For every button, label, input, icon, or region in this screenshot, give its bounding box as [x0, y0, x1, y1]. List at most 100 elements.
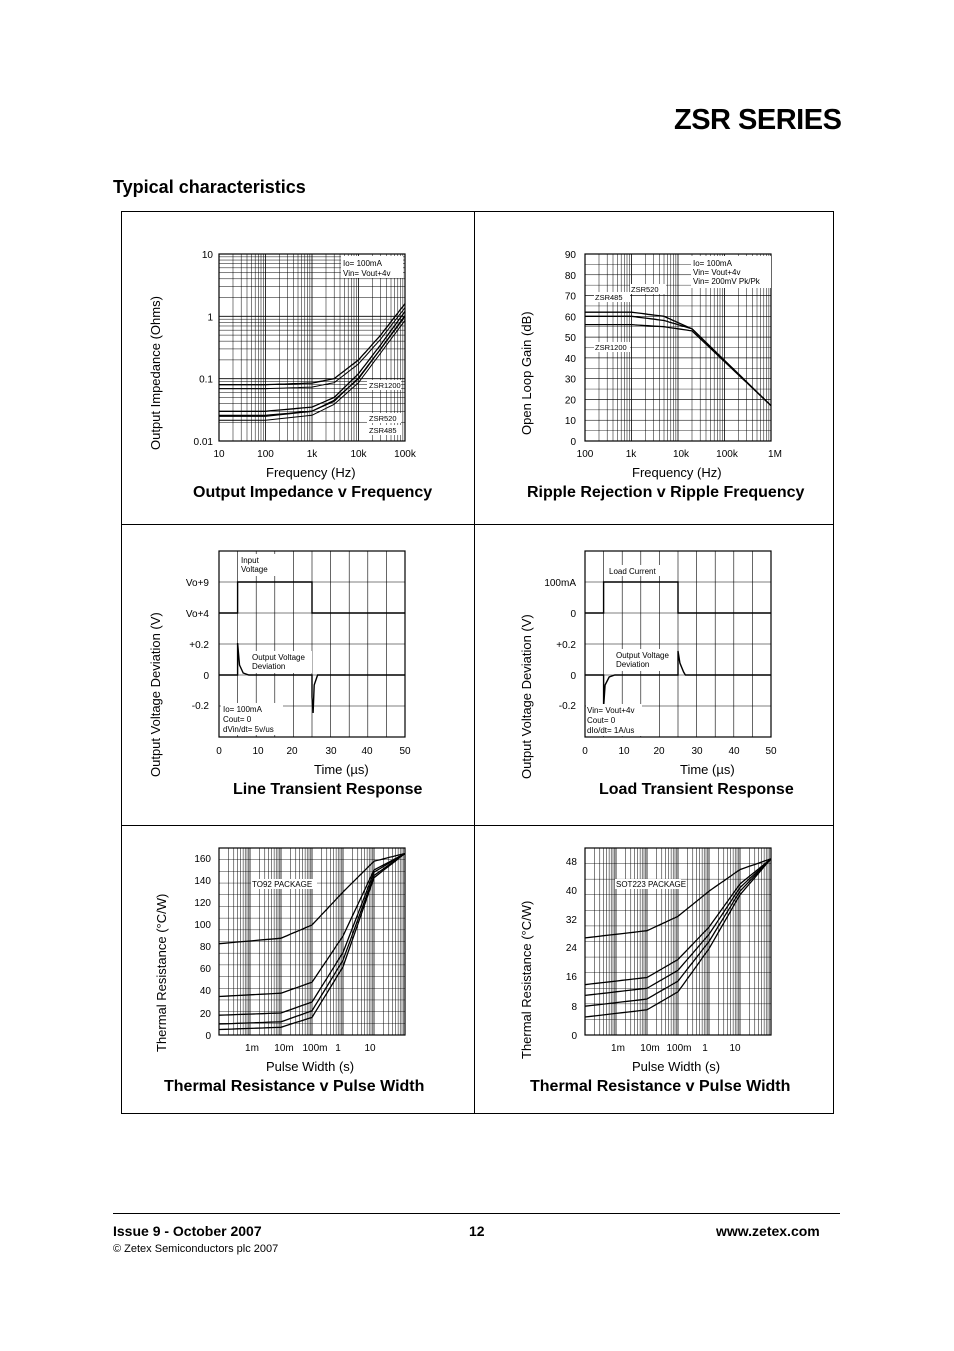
section-title: Typical characteristics [113, 177, 306, 197]
footer-issue: Issue 9 - October 2007 [113, 1223, 262, 1239]
tick-label: 50 [565, 333, 577, 344]
tick-label: 30 [325, 746, 337, 757]
series-line [584, 858, 772, 1007]
annotation-bg [367, 413, 401, 423]
series-line [218, 852, 406, 1016]
tick-label: 100k [394, 449, 417, 460]
chart-title: Thermal Resistance v Pulse Width [530, 1078, 791, 1095]
annotation-label: Output Voltage [252, 653, 305, 662]
output-deviation-trace [585, 650, 771, 708]
tick-label: 20 [200, 1009, 212, 1020]
tick-label: 1k [626, 449, 638, 460]
tick-label: Vo+4 [186, 609, 210, 620]
plot-area [218, 253, 406, 442]
tick-label: +0.2 [556, 640, 576, 651]
tick-label: 10 [565, 416, 577, 427]
series-label: ZSR520 [631, 285, 659, 294]
series-line [585, 315, 772, 407]
input-voltage-trace [219, 581, 405, 614]
chart-output-impedance: 10 100 1k 10k 100k 10 1 0.1 0.01 Io= 100mA Vin= Vo… [121, 212, 474, 524]
tick-label: 100m [302, 1043, 327, 1054]
annotation-bg [615, 879, 681, 889]
annotation-bg [607, 565, 661, 576]
tick-label: 10 [729, 1043, 741, 1054]
tick-label: 8 [571, 1002, 577, 1013]
annotation-label: Vin= 200mV Pk/Pk [693, 277, 761, 286]
y-axis-label: Output Voltage Deviation (V) [148, 612, 163, 777]
annotation-bg [251, 879, 317, 889]
series-line [584, 858, 772, 1018]
tick-label: 20 [653, 746, 665, 757]
tick-label: 10 [202, 250, 214, 261]
tick-label: Vo+9 [186, 578, 210, 589]
annotation-label: Voltage [241, 565, 268, 574]
annotation-label: dVin/dt= 5v/us [223, 725, 274, 734]
chart-title: Ripple Rejection v Ripple Frequency [527, 484, 805, 501]
annotation-bg [367, 425, 401, 435]
chart-title: Load Transient Response [599, 781, 794, 798]
x-axis-label: Time (µs) [680, 762, 735, 777]
series-line-band [219, 307, 406, 390]
tick-label: 32 [566, 915, 578, 926]
annotation-bg [239, 554, 277, 576]
series-line [219, 303, 406, 386]
tick-label: 140 [194, 876, 211, 887]
x-axis-label: Frequency (Hz) [266, 465, 356, 480]
series-label: ZSR1200 [595, 343, 627, 352]
tick-label: 1m [611, 1043, 625, 1054]
tick-label: 0 [582, 746, 588, 757]
annotation-bg [221, 703, 283, 735]
tick-label: 0.01 [194, 437, 214, 448]
series-line [219, 315, 406, 417]
series-line [218, 852, 406, 998]
annotation-label: Deviation [252, 662, 285, 671]
tick-label: 10m [640, 1043, 659, 1054]
y-axis-label: Output Impedance (Ohms) [148, 296, 163, 450]
tick-label: 0 [570, 671, 576, 682]
series-line [219, 311, 406, 412]
chart-plot: 1m 10m 100m 1 10 48 40 32 24 16 8 0 SOT223 PACKAGE [566, 847, 772, 1054]
annotation-bg [630, 284, 666, 294]
series-line [584, 858, 772, 939]
footer-website: www.zetex.com [716, 1223, 820, 1239]
tick-label: 1 [207, 312, 213, 323]
tick-label: 100mA [544, 578, 576, 589]
annotation-label: Io= 100mA [343, 259, 383, 268]
frame-divider-vertical [474, 211, 475, 1114]
series-line [218, 852, 406, 945]
chart-thermal-to92: 1m 10m 100m 1 10 160 140 120 100 80 60 40 20 0 TO92 PA… [121, 826, 474, 1114]
chart-plot: 1m 10m 100m 1 10 160 140 120 100 80 60 40 20 0 TO92 PA… [194, 847, 406, 1054]
tick-label: 0 [570, 609, 576, 620]
tick-label: 0.1 [199, 375, 213, 386]
annotation-bg [594, 342, 630, 352]
tick-label: 70 [565, 292, 577, 303]
tick-label: +0.2 [189, 640, 209, 651]
tick-label: 0 [203, 671, 209, 682]
tick-label: 10m [274, 1043, 293, 1054]
chart-plot: 0 10 20 30 40 50 Vo+9 Vo+4 +0.2 0 -0.2 InputVoltage… [186, 550, 411, 757]
tick-label: 10 [364, 1043, 376, 1054]
tick-label: 100m [666, 1043, 691, 1054]
y-axis-label: Thermal Resistance (°C/W) [519, 900, 534, 1059]
chart-line-transient: 0 10 20 30 40 50 Vo+9 Vo+4 +0.2 0 -0.2 Input Voltage… [121, 525, 474, 825]
output-deviation-trace [219, 642, 405, 714]
plot-area [584, 847, 772, 1036]
plot-area [218, 847, 406, 1036]
tick-label: -0.2 [559, 701, 577, 712]
tick-label: 120 [194, 898, 211, 909]
annotation-label: Io= 100mA [223, 705, 263, 714]
annotation-bg [367, 380, 401, 390]
annotation-bg [250, 651, 312, 673]
series-label: ZSR1200 [369, 381, 401, 390]
tick-label: 1m [245, 1043, 259, 1054]
tick-label: 10 [252, 746, 264, 757]
tick-label: 160 [194, 854, 211, 865]
tick-label: 16 [566, 972, 578, 983]
annotation-label: Cout= 0 [223, 715, 252, 724]
tick-label: 40 [728, 746, 740, 757]
tick-label: 1 [702, 1043, 708, 1054]
annotation-bg [341, 256, 403, 278]
tick-label: 1k [307, 449, 319, 460]
tick-label: 10 [618, 746, 630, 757]
tick-label: 100 [194, 920, 211, 931]
